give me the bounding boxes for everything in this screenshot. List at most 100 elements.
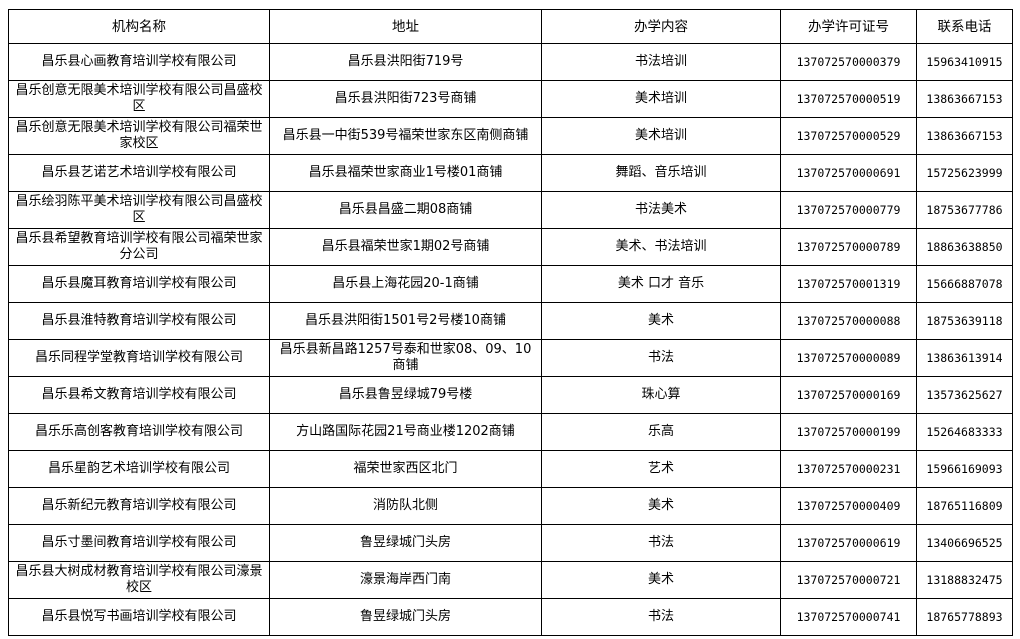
cell-content: 书法培训 [541,43,781,81]
cell-content: 艺术 [541,450,781,488]
cell-license: 137072570000741 [780,598,917,636]
cell-content: 美术 口才 音乐 [541,265,781,303]
cell-content: 美术 [541,561,781,599]
cell-phone: 13863613914 [916,339,1013,377]
cell-content: 美术 [541,302,781,340]
cell-content: 珠心算 [541,376,781,414]
cell-address: 濠景海岸西门南 [269,561,542,599]
cell-phone: 15966169093 [916,450,1013,488]
cell-phone: 15963410915 [916,43,1013,81]
cell-name: 昌乐同程学堂教育培训学校有限公司 [8,339,270,377]
cell-address: 鲁昱绿城门头房 [269,598,542,636]
table-row: 昌乐乐高创客教育培训学校有限公司 方山路国际花园21号商业楼1202商铺 乐高 137… [8,413,1013,451]
cell-phone: 13863667153 [916,80,1013,118]
cell-license: 137072570000231 [780,450,917,488]
table-row: 昌乐创意无限美术培训学校有限公司昌盛校区 昌乐县洪阳街723号商铺 美术培训 1370… [8,80,1013,118]
cell-name: 昌乐县淮特教育培训学校有限公司 [8,302,270,340]
cell-address: 昌乐县洪阳街719号 [269,43,542,81]
header-content: 办学内容 [541,9,781,44]
header-row: 机构名称 地址 办学内容 办学许可证号 联系电话 [8,9,1013,44]
cell-content: 乐高 [541,413,781,451]
table-row: 昌乐寸墨间教育培训学校有限公司 鲁昱绿城门头房 书法 137072570000619 1… [8,524,1013,562]
cell-address: 昌乐县福荣世家商业1号楼01商铺 [269,154,542,192]
cell-phone: 13863667153 [916,117,1013,155]
cell-name: 昌乐县魔耳教育培训学校有限公司 [8,265,270,303]
table-row: 昌乐县希文教育培训学校有限公司 昌乐县鲁昱绿城79号楼 珠心算 13707257000… [8,376,1013,414]
cell-license: 137072570000529 [780,117,917,155]
cell-address: 昌乐县鲁昱绿城79号楼 [269,376,542,414]
cell-license: 137072570000379 [780,43,917,81]
table-row: 昌乐县悦写书画培训学校有限公司 鲁昱绿城门头房 书法 137072570000741 1… [8,598,1013,636]
header-name: 机构名称 [8,9,270,44]
cell-license: 137072570001319 [780,265,917,303]
table-row: 昌乐县大树成材教育培训学校有限公司濠景校区 濠景海岸西门南 美术 1370725700… [8,561,1013,599]
table-row: 昌乐同程学堂教育培训学校有限公司 昌乐县新昌路1257号泰和世家08、09、10商… [8,339,1013,377]
cell-phone: 18863638850 [916,228,1013,266]
cell-content: 美术、书法培训 [541,228,781,266]
cell-phone: 18753677786 [916,191,1013,229]
cell-address: 鲁昱绿城门头房 [269,524,542,562]
table-row: 昌乐县希望教育培训学校有限公司福荣世家分公司 昌乐县福荣世家1期02号商铺 美术、书… [8,228,1013,266]
table-row: 昌乐县魔耳教育培训学校有限公司 昌乐县上海花园20-1商铺 美术 口才 音乐 1370… [8,265,1013,303]
cell-content: 舞蹈、音乐培训 [541,154,781,192]
table-row: 昌乐创意无限美术培训学校有限公司福荣世家校区 昌乐县一中街539号福荣世家东区南侧… [8,117,1013,155]
cell-content: 美术培训 [541,117,781,155]
cell-name: 昌乐绘羽陈平美术培训学校有限公司昌盛校区 [8,191,270,229]
cell-content: 书法 [541,598,781,636]
cell-content: 书法 [541,339,781,377]
cell-phone: 13188832475 [916,561,1013,599]
header-address: 地址 [269,9,542,44]
cell-license: 137072570000619 [780,524,917,562]
table-row: 昌乐新纪元教育培训学校有限公司 消防队北侧 美术 137072570000409 187… [8,487,1013,525]
cell-name: 昌乐县心画教育培训学校有限公司 [8,43,270,81]
cell-license: 137072570000691 [780,154,917,192]
cell-address: 昌乐县昌盛二期08商铺 [269,191,542,229]
cell-license: 137072570000088 [780,302,917,340]
cell-content: 书法美术 [541,191,781,229]
schools-table: 机构名称 地址 办学内容 办学许可证号 联系电话 昌乐县心画教育培训学校有限公司… [8,9,1013,636]
cell-phone: 13573625627 [916,376,1013,414]
cell-name: 昌乐乐高创客教育培训学校有限公司 [8,413,270,451]
cell-license: 137072570000779 [780,191,917,229]
cell-phone: 18765116809 [916,487,1013,525]
cell-phone: 15666887078 [916,265,1013,303]
cell-phone: 15725623999 [916,154,1013,192]
cell-address: 昌乐县洪阳街1501号2号楼10商铺 [269,302,542,340]
cell-phone: 18753639118 [916,302,1013,340]
cell-name: 昌乐新纪元教育培训学校有限公司 [8,487,270,525]
cell-license: 137072570000721 [780,561,917,599]
cell-license: 137072570000789 [780,228,917,266]
cell-phone: 13406696525 [916,524,1013,562]
cell-address: 福荣世家西区北门 [269,450,542,488]
table-row: 昌乐星韵艺术培训学校有限公司 福荣世家西区北门 艺术 137072570000231 1… [8,450,1013,488]
cell-license: 137072570000409 [780,487,917,525]
cell-license: 137072570000089 [780,339,917,377]
cell-content: 书法 [541,524,781,562]
table-row: 昌乐县心画教育培训学校有限公司 昌乐县洪阳街719号 书法培训 13707257000… [8,43,1013,81]
cell-address: 昌乐县一中街539号福荣世家东区南侧商铺 [269,117,542,155]
cell-name: 昌乐县希文教育培训学校有限公司 [8,376,270,414]
cell-address: 昌乐县洪阳街723号商铺 [269,80,542,118]
cell-license: 137072570000169 [780,376,917,414]
cell-name: 昌乐创意无限美术培训学校有限公司福荣世家校区 [8,117,270,155]
cell-name: 昌乐县大树成材教育培训学校有限公司濠景校区 [8,561,270,599]
cell-phone: 15264683333 [916,413,1013,451]
cell-content: 美术培训 [541,80,781,118]
header-license: 办学许可证号 [780,9,917,44]
cell-phone: 18765778893 [916,598,1013,636]
cell-address: 昌乐县福荣世家1期02号商铺 [269,228,542,266]
table-row: 昌乐县淮特教育培训学校有限公司 昌乐县洪阳街1501号2号楼10商铺 美术 13707… [8,302,1013,340]
table-row: 昌乐绘羽陈平美术培训学校有限公司昌盛校区 昌乐县昌盛二期08商铺 书法美术 13707… [8,191,1013,229]
cell-address: 方山路国际花园21号商业楼1202商铺 [269,413,542,451]
cell-name: 昌乐县希望教育培训学校有限公司福荣世家分公司 [8,228,270,266]
cell-content: 美术 [541,487,781,525]
cell-license: 137072570000199 [780,413,917,451]
cell-address: 昌乐县上海花园20-1商铺 [269,265,542,303]
header-phone: 联系电话 [916,9,1013,44]
cell-name: 昌乐寸墨间教育培训学校有限公司 [8,524,270,562]
table-row: 昌乐县艺诺艺术培训学校有限公司 昌乐县福荣世家商业1号楼01商铺 舞蹈、音乐培训 13… [8,154,1013,192]
cell-name: 昌乐县艺诺艺术培训学校有限公司 [8,154,270,192]
cell-name: 昌乐县悦写书画培训学校有限公司 [8,598,270,636]
cell-name: 昌乐创意无限美术培训学校有限公司昌盛校区 [8,80,270,118]
cell-address: 消防队北侧 [269,487,542,525]
